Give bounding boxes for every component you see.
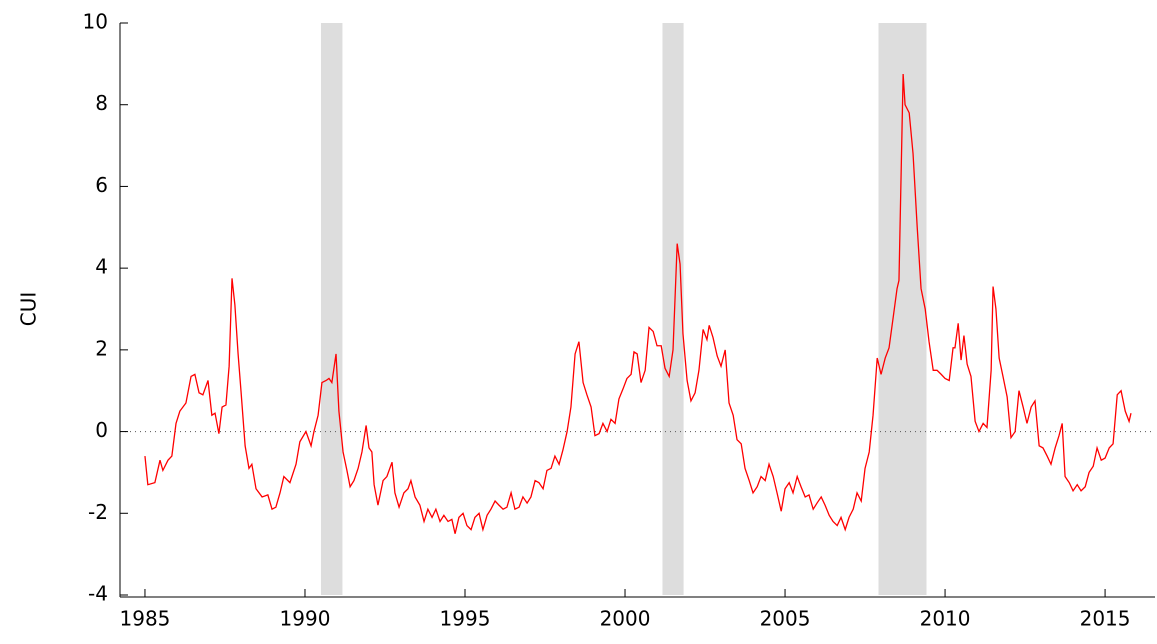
x-tick-label: 2015 [1080, 607, 1131, 631]
x-tick-label: 1990 [280, 607, 331, 631]
x-tick-label: 2005 [760, 607, 811, 631]
data-line [144, 74, 1132, 534]
x-tick-label: 1985 [120, 607, 171, 631]
y-tick-label: 8 [95, 91, 108, 115]
y-tick-label: 0 [95, 418, 108, 442]
y-tick-label: 2 [95, 336, 108, 360]
y-tick-label: 6 [95, 173, 108, 197]
x-tick-label: 1995 [440, 607, 491, 631]
x-tick-label: 2010 [920, 607, 971, 631]
y-tick-label: -2 [88, 500, 108, 524]
y-axis-label: CUI [17, 292, 41, 327]
recession-band [662, 23, 684, 595]
recession-band [320, 23, 343, 595]
y-tick-label: -4 [88, 582, 108, 606]
y-tick-label: 4 [95, 255, 108, 279]
x-tick-label: 2000 [600, 607, 651, 631]
y-tick-label: 10 [83, 10, 108, 34]
